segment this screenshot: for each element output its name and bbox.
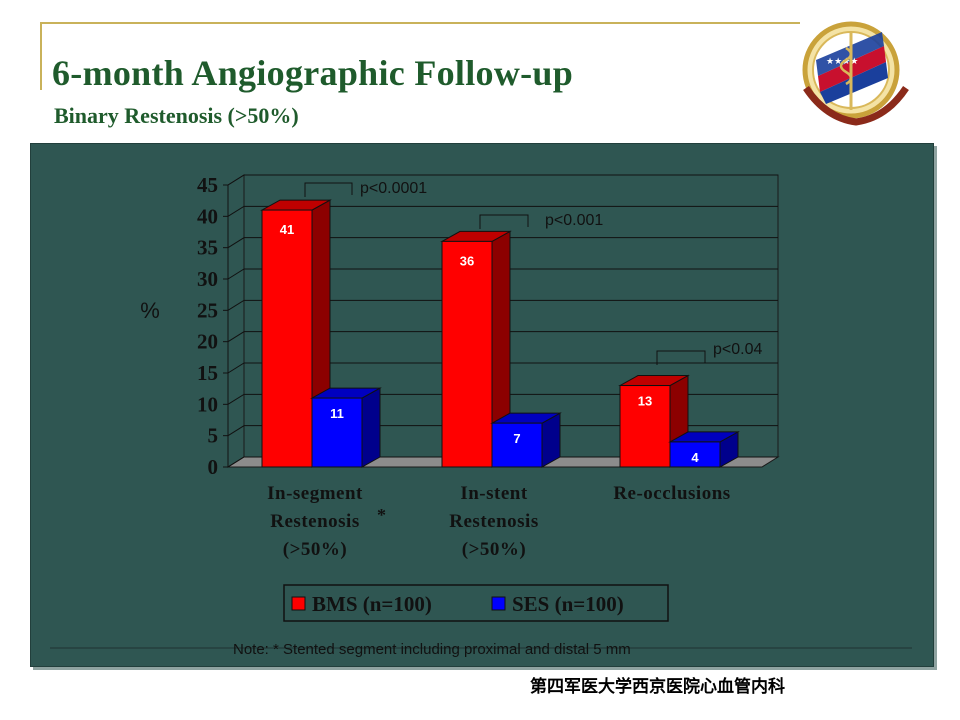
gridline (227, 299, 778, 311)
bar (491, 422, 543, 468)
x-category-label: In-stent (460, 483, 528, 504)
x-category-label: In-segment (267, 483, 363, 504)
bar-chart: 0 5 10 15 20 25 30 35 40 45% 41 11 36 7 13 4 p<0.0001 p<0… (50, 173, 912, 658)
x-category-label: (>50%) (462, 539, 526, 560)
y-tick-label: 40 (197, 204, 218, 228)
bar (311, 397, 363, 468)
gridline (227, 456, 778, 468)
data-label: 11 (330, 406, 344, 421)
y-tick-label: 25 (197, 298, 218, 322)
y-tick-label: 45 (197, 173, 218, 197)
bar (441, 240, 493, 468)
gridline (227, 268, 778, 280)
p-value-annotation: p<0.04 (713, 341, 762, 358)
data-label: 36 (460, 253, 474, 268)
legend-box (283, 584, 669, 622)
gridline (227, 362, 778, 374)
y-tick-label: 35 (197, 236, 218, 260)
data-label: 41 (280, 222, 294, 237)
y-tick-label: 30 (197, 267, 218, 291)
slide-title: 6-month Angiographic Follow-up (52, 53, 574, 93)
significance-bracket (479, 214, 529, 229)
bar-side (361, 387, 381, 468)
x-category-label: Restenosis (270, 511, 359, 532)
x-category-label: (>50%) (283, 539, 347, 560)
university-logo: ★★★★ (802, 21, 909, 126)
y-tick-label: 0 (208, 455, 219, 479)
legend-swatch-ses (491, 596, 506, 611)
gridline (227, 237, 778, 249)
bar (261, 209, 313, 468)
x-category-label: Restenosis (449, 511, 538, 532)
y-tick-label: 15 (197, 361, 218, 385)
y-axis-label: % (140, 298, 160, 323)
gridline (227, 425, 778, 437)
gridline (227, 393, 778, 405)
gridline (227, 331, 778, 343)
p-value-annotation: p<0.0001 (360, 180, 427, 197)
data-label: 13 (638, 394, 652, 409)
category-footnote-marker: * (377, 505, 386, 525)
significance-bracket (656, 350, 706, 365)
bar (669, 441, 721, 468)
bar (619, 385, 671, 468)
y-tick-label: 20 (197, 330, 218, 354)
slide-subtitle: Binary Restenosis (>50%) (54, 103, 299, 128)
gridline (227, 205, 778, 217)
data-label: 4 (691, 450, 699, 465)
gridline (227, 174, 778, 186)
data-label: 7 (513, 431, 520, 446)
legend-swatch-bms (291, 596, 306, 611)
footer-text: 第四军医大学西京医院心血管内科 (530, 677, 785, 697)
y-tick-label: 5 (208, 424, 219, 448)
chart-note: Note: * Stented segment including proxim… (233, 641, 631, 658)
p-value-annotation: p<0.001 (545, 212, 603, 229)
significance-bracket (304, 182, 353, 197)
legend-label-ses: SES (n=100) (512, 592, 624, 616)
x-category-label: Re-occlusions (613, 483, 730, 504)
plot-side-wall (227, 174, 245, 468)
top-rule (40, 22, 800, 24)
legend-label-bms: BMS (n=100) (312, 592, 432, 616)
left-rule (40, 22, 42, 90)
y-tick-label: 10 (197, 392, 218, 416)
